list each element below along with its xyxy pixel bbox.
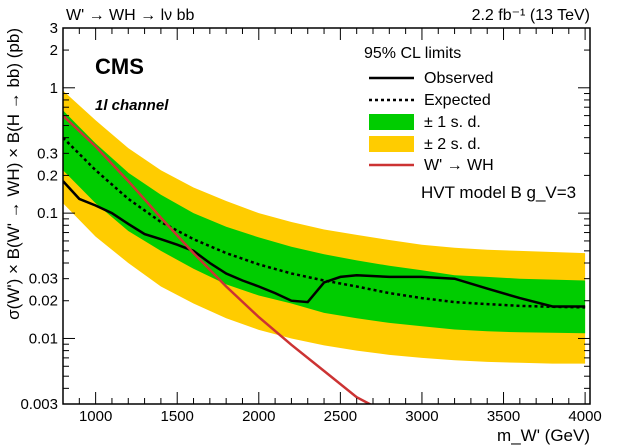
- x-tick-label: 2500: [324, 408, 357, 425]
- x-axis-title: m_W' (GeV): [497, 426, 590, 445]
- legend-band2-swatch: [369, 136, 414, 152]
- x-tick-label: 2000: [242, 408, 275, 425]
- y-tick-label: 0.02: [29, 293, 58, 310]
- x-tick-label: 1000: [79, 408, 112, 425]
- legend-observed-label: Observed: [424, 70, 493, 87]
- legend-expected-label: Expected: [424, 92, 491, 109]
- x-tick-label: 4000: [568, 408, 601, 425]
- theory-wh-line: [63, 114, 373, 404]
- legend-header: 95% CL limits: [364, 45, 461, 62]
- channel-label: 1l channel: [95, 97, 169, 114]
- y-tick-label: 0.2: [37, 167, 58, 184]
- y-tick-label: 0.01: [29, 330, 58, 347]
- legend-band2-label: ± 2 s. d.: [424, 136, 481, 153]
- cms-label: CMS: [95, 54, 144, 79]
- legend-theory-label: W' → WH: [424, 157, 494, 174]
- axis-tick-labels: 1000 1500 2000 2500 3000 3500 4000 3 2 1 0.3 0.2 0.1…: [20, 20, 601, 425]
- band-1sd: [63, 110, 586, 334]
- lumi-label: 2.2 fb⁻¹ (13 TeV): [472, 7, 590, 24]
- legend-band1-swatch: [369, 114, 414, 130]
- y-tick-label: 0.3: [37, 145, 58, 162]
- legend-band1-label: ± 1 s. d.: [424, 114, 481, 131]
- y-tick-label: 1: [50, 80, 58, 97]
- process-label: W' → WH → lν bb: [66, 7, 194, 24]
- x-tick-label: 3000: [405, 408, 438, 425]
- y-axis-title: σ(W') × B(W' → WH) × B(H → bb) (pb): [4, 28, 23, 320]
- x-tick-label: 3500: [487, 408, 520, 425]
- y-tick-label: 3: [50, 20, 58, 37]
- x-tick-label: 1500: [161, 408, 194, 425]
- axis-ticks: [62, 27, 590, 405]
- y-tick-label: 0.03: [29, 271, 58, 288]
- legend: 95% CL limits Observed Expected ± 1 s. d…: [364, 45, 494, 174]
- expected-limit-line: [63, 136, 586, 309]
- plot-frame: [62, 27, 591, 405]
- y-tick-label: 0.003: [20, 396, 58, 413]
- model-label: HVT model B g_V=3: [421, 183, 576, 202]
- observed-limit-line: [63, 180, 586, 308]
- y-tick-label: 0.1: [37, 205, 58, 222]
- y-tick-label: 2: [50, 42, 58, 59]
